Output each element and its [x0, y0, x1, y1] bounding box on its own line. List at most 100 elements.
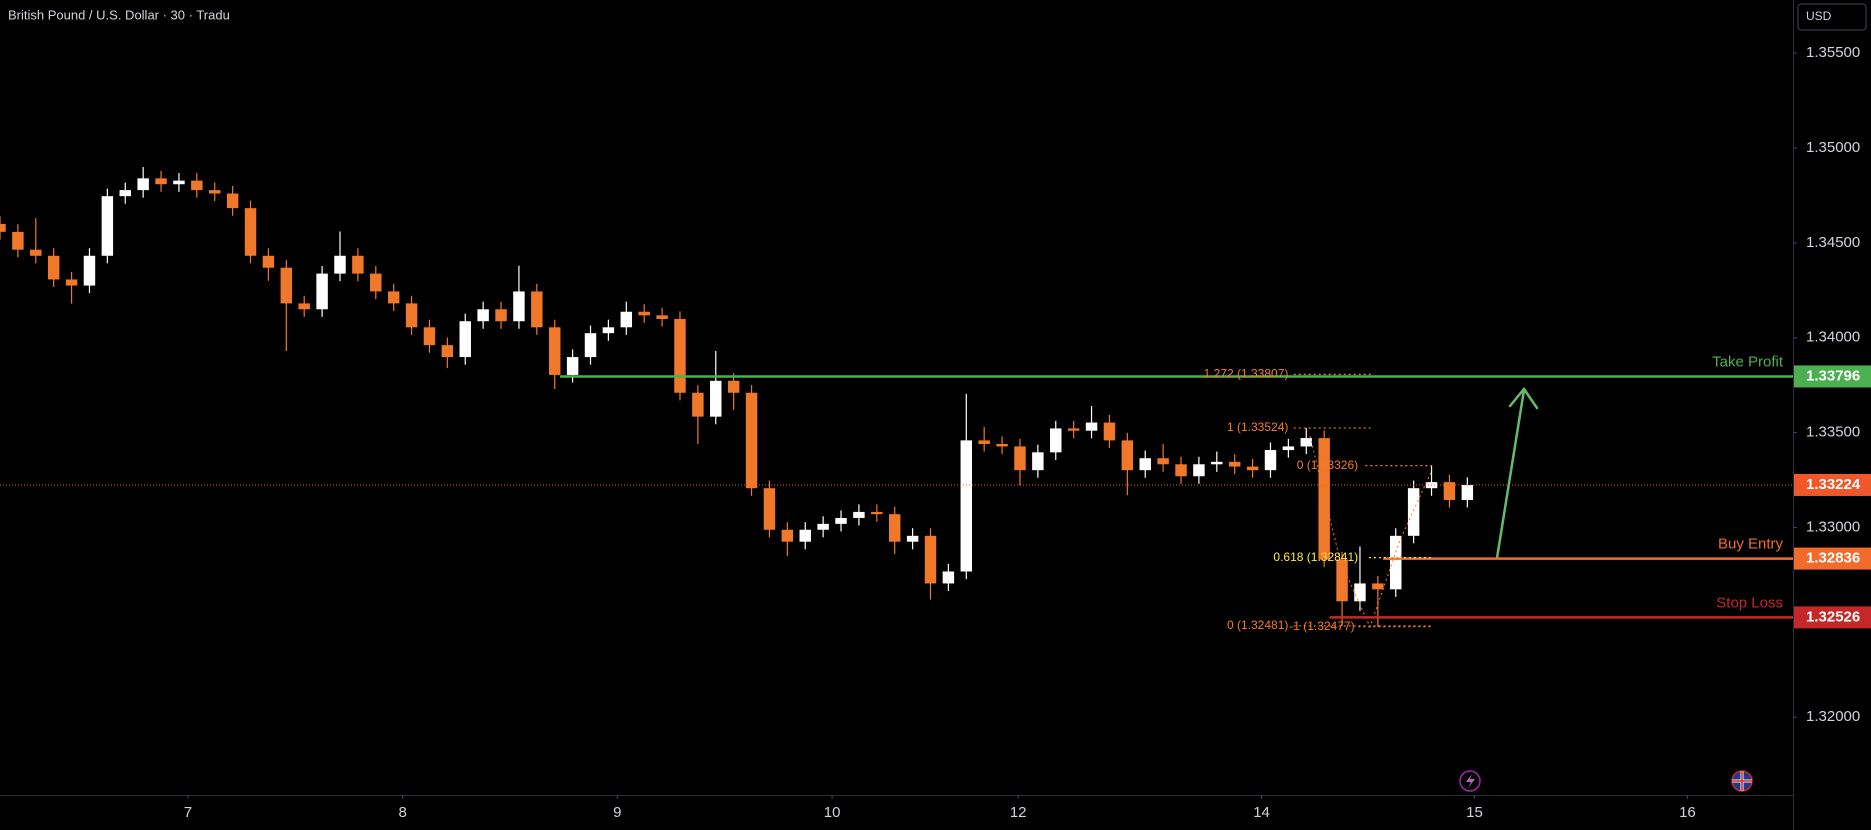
level-tag	[1794, 365, 1871, 388]
x-tick-label: 16	[1679, 804, 1696, 821]
candle-body	[191, 180, 203, 191]
candle-body	[1157, 458, 1169, 465]
candle-body	[280, 267, 293, 304]
candle-body	[996, 443, 1008, 447]
candle-body	[602, 327, 615, 334]
candle-body	[370, 273, 382, 292]
candle-body	[119, 190, 131, 197]
candle-body	[513, 291, 525, 322]
currency-button[interactable]	[1797, 3, 1867, 31]
fib-label: 0.618 (1.32841)	[1273, 550, 1358, 564]
level-value-label: 1.33796	[1806, 367, 1860, 384]
candle-body	[459, 321, 471, 358]
arrow-head	[1508, 386, 1539, 410]
candle-body	[1067, 428, 1080, 431]
level-value-label: 1.32836	[1806, 550, 1860, 567]
candle-body	[1282, 446, 1295, 451]
flag-cross-red	[1732, 771, 1752, 791]
candle-body	[888, 514, 901, 542]
candle-body	[12, 231, 24, 250]
candle-body	[906, 535, 919, 542]
x-tick-label: 14	[1253, 804, 1270, 821]
candle-body	[405, 303, 418, 328]
x-tick-label: 10	[824, 804, 841, 821]
candle-body	[101, 196, 114, 256]
level-value-label: 1.32526	[1806, 608, 1860, 625]
y-tick-label: 1.32000	[1806, 708, 1860, 725]
candle-body	[674, 318, 686, 393]
level-tag	[1794, 606, 1871, 629]
candle-body	[1175, 464, 1187, 477]
y-tick-label: 1.34500	[1806, 234, 1860, 251]
fib-label: 1.272 (1.33807)	[1204, 367, 1289, 381]
candle-body	[244, 208, 257, 256]
y-tick-label: 1.34000	[1806, 329, 1860, 346]
y-tick-label: 1.33000	[1806, 518, 1860, 535]
candle-body	[30, 249, 42, 256]
candle-body	[352, 255, 364, 274]
candle-body	[209, 190, 221, 194]
candle-body	[262, 255, 275, 268]
candle-body	[316, 273, 328, 310]
candle-body	[978, 440, 990, 444]
level-name: Take Profit	[1712, 353, 1784, 370]
candle-body	[871, 511, 883, 515]
candle-body	[1103, 422, 1116, 441]
chart-title: British Pound / U.S. Dollar · 30 · Tradu	[8, 7, 230, 22]
candle-body	[1407, 488, 1420, 536]
candle-body	[1354, 583, 1366, 602]
candle-body	[1390, 535, 1402, 590]
candle-body	[155, 178, 167, 185]
candle-body	[710, 380, 722, 417]
candle-body	[727, 380, 740, 393]
y-tick-label: 1.35000	[1806, 139, 1860, 156]
fib-label: -1 (1.32477)	[1289, 619, 1354, 633]
candle-body	[531, 291, 543, 328]
candle-body	[173, 180, 185, 185]
currency-label: USD	[1806, 9, 1832, 23]
candle-body	[298, 303, 310, 310]
x-tick-label: 9	[613, 804, 621, 821]
plot-area	[0, 166, 1474, 627]
y-tick-label: 1.35500	[1806, 44, 1860, 61]
candle-body	[83, 255, 96, 286]
candle-body	[1085, 422, 1098, 431]
candle-body	[65, 279, 78, 286]
candle-body	[1050, 428, 1062, 453]
candle-body	[1443, 482, 1456, 500]
candle-body	[620, 311, 633, 328]
candle-body	[835, 517, 847, 524]
candle-body	[924, 535, 937, 584]
candle-body	[638, 311, 650, 316]
candle-body	[1318, 438, 1330, 560]
candle-body	[1121, 440, 1134, 471]
candle-body	[1246, 466, 1259, 471]
candle-body	[47, 255, 60, 280]
candle-body	[1139, 458, 1151, 471]
current-price-tag	[1794, 473, 1871, 496]
candle-body	[334, 255, 346, 274]
candle-body	[1014, 446, 1026, 471]
candle-body	[1228, 461, 1241, 467]
candle-body	[799, 529, 811, 542]
candle-body	[584, 333, 597, 358]
x-tick-label: 7	[184, 804, 192, 821]
candle-body	[853, 511, 865, 518]
candle-body	[477, 309, 489, 322]
candle-body	[745, 392, 758, 489]
level-name: Stop Loss	[1716, 594, 1783, 611]
events-icon[interactable]	[1459, 770, 1481, 792]
candle-body	[942, 571, 955, 584]
candle-body	[1264, 450, 1277, 471]
target-arrow	[1495, 386, 1539, 560]
candle-body	[817, 523, 829, 530]
candle-body	[423, 327, 436, 346]
level-tag	[1794, 547, 1871, 570]
arrow-shaft	[1495, 388, 1526, 560]
current-price-label: 1.33224	[1806, 476, 1861, 493]
y-tick-label: 1.33500	[1806, 424, 1860, 441]
lightning-glyph	[1466, 774, 1475, 788]
